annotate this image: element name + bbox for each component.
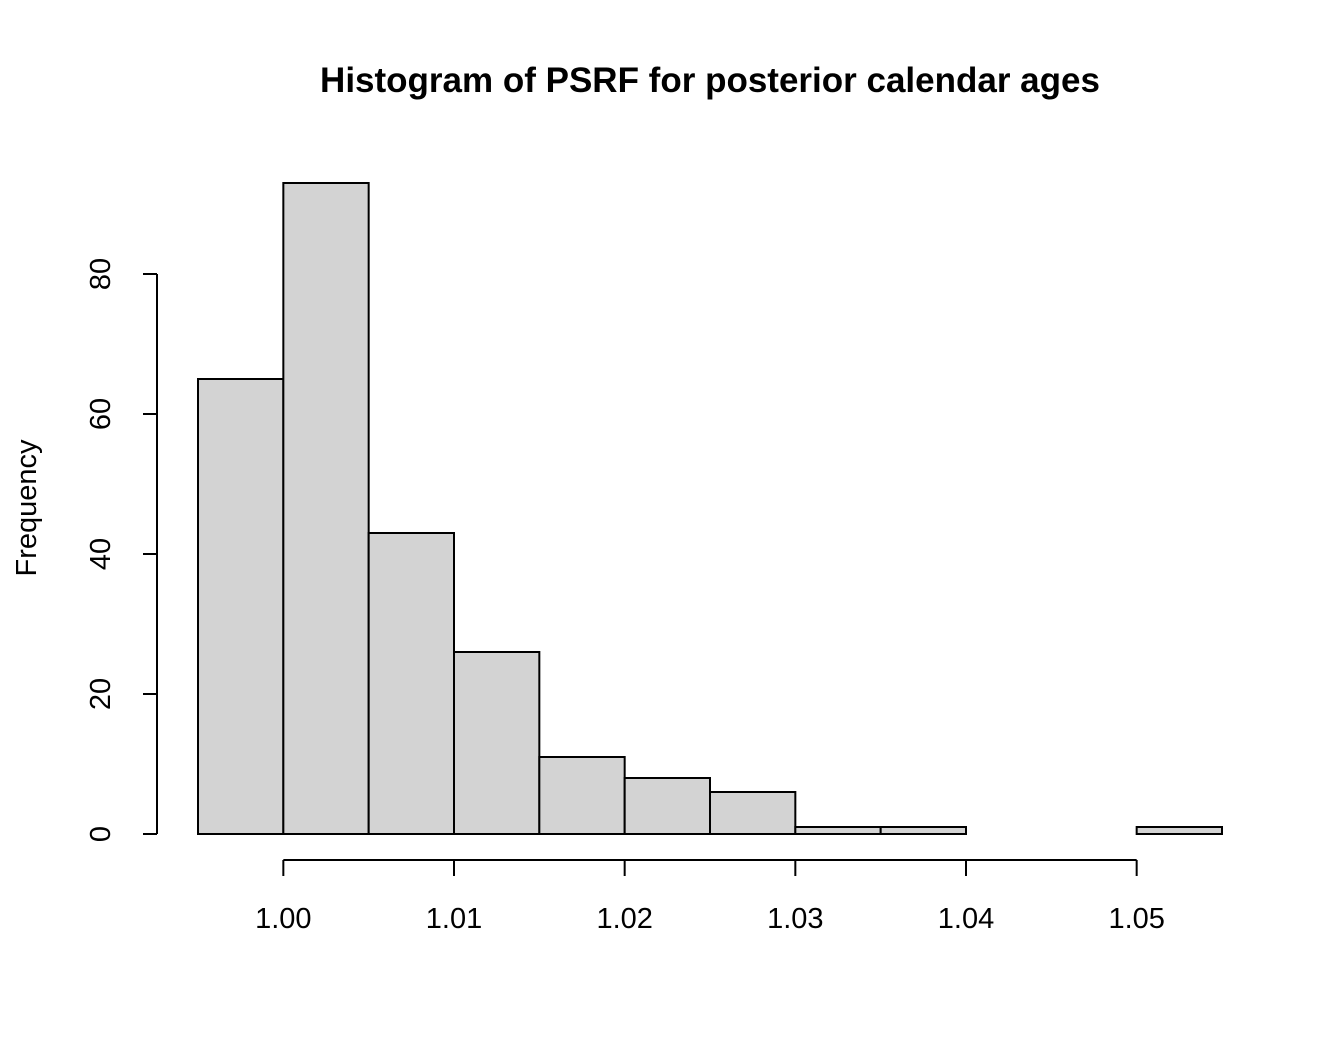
histogram-bar (709, 791, 797, 835)
histogram-bar (623, 777, 712, 835)
histogram-bar (367, 532, 455, 835)
x-tick-label: 1.01 (426, 903, 482, 935)
histogram-bar (538, 756, 626, 835)
y-tick-label: 40 (85, 538, 117, 570)
histogram-bar (197, 378, 285, 835)
histogram-bar (453, 651, 541, 835)
histogram-bar (879, 826, 968, 835)
histogram-bar (1135, 826, 1223, 835)
chart-title: Histogram of PSRF for posterior calendar… (320, 61, 1100, 100)
x-tick-label: 1.00 (255, 903, 311, 935)
y-tick-label: 60 (85, 398, 117, 430)
x-tick-label: 1.04 (938, 903, 994, 935)
x-tick-label: 1.02 (596, 903, 652, 935)
histogram-bar (282, 182, 370, 835)
x-tick-label: 1.05 (1108, 903, 1164, 935)
y-axis: 0 20 40 60 80 (85, 258, 158, 842)
y-tick-label: 20 (85, 678, 117, 710)
x-tick-label: 1.03 (767, 903, 823, 935)
bars-group (197, 182, 1223, 835)
y-tick-label: 80 (85, 258, 117, 290)
histogram-bar (794, 826, 882, 835)
x-axis: 1.00 1.01 1.02 1.03 1.04 1.05 (255, 859, 1165, 935)
y-axis-label: Frequency (11, 439, 43, 577)
y-tick-label: 0 (85, 826, 117, 842)
